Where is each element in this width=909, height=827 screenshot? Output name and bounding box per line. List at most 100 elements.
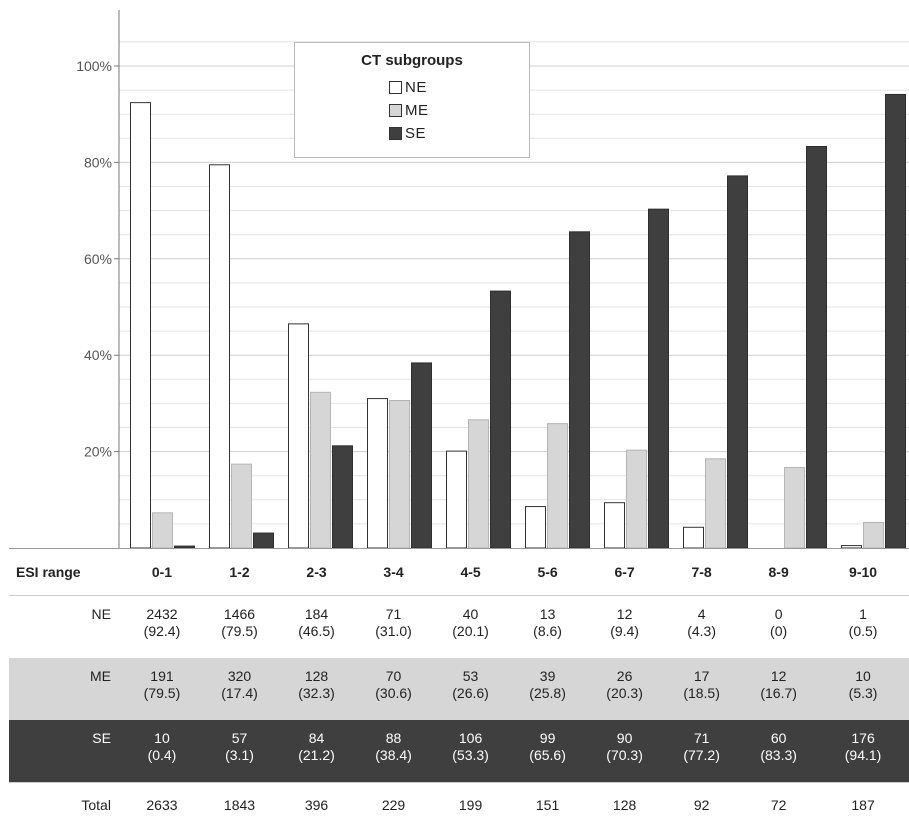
y-tick-label: 40% [84, 347, 112, 363]
cell-percent: (0.5) [817, 623, 909, 640]
cell-percent: (32.3) [278, 685, 355, 702]
y-tick-label: 80% [84, 154, 112, 170]
cell-count: 176 [817, 730, 909, 747]
cell-percent: (70.3) [586, 747, 663, 764]
total-cell: 187 [817, 783, 909, 827]
cell-count: 184 [278, 606, 355, 623]
table-cell: 40(20.1) [432, 596, 509, 659]
table-header-row: ESI range 0-1 1-2 2-3 3-4 4-5 5-6 6-7 7-… [9, 549, 909, 596]
row-label: ME [9, 658, 123, 720]
legend-swatch-me [389, 104, 402, 117]
row-label: NE [9, 596, 123, 659]
table-cell: 2432(92.4) [123, 596, 201, 659]
cell-percent: (5.3) [817, 685, 909, 702]
row-label: Total [9, 783, 123, 827]
cell-count: 71 [355, 606, 432, 623]
bar-me-1-2 [232, 464, 252, 548]
cell-percent: (65.6) [509, 747, 586, 764]
chart: 20%40%60%80%100% CT subgroups NE ME SE [0, 0, 909, 549]
cell-percent: (16.7) [740, 685, 817, 702]
cell-percent: (20.1) [432, 623, 509, 640]
total-cell: 1843 [201, 783, 278, 827]
bar-ne-2-3 [289, 324, 309, 548]
bar-ne-5-6 [526, 507, 546, 548]
cell-count: 10 [817, 668, 909, 685]
cell-count: 12 [740, 668, 817, 685]
table-cell: 1466(79.5) [201, 596, 278, 659]
cell-percent: (9.4) [586, 623, 663, 640]
table-cell: 12(9.4) [586, 596, 663, 659]
bar-ne-4-5 [447, 451, 467, 548]
column-header: 2-3 [278, 549, 355, 596]
column-header: 8-9 [740, 549, 817, 596]
total-cell: 199 [432, 783, 509, 827]
legend-label-se: SE [405, 125, 426, 143]
table-cell: 4(4.3) [663, 596, 740, 659]
bar-se-7-8 [728, 176, 748, 548]
bar-me-2-3 [311, 392, 331, 548]
total-cell: 72 [740, 783, 817, 827]
total-cell: 2633 [123, 783, 201, 827]
column-header: 4-5 [432, 549, 509, 596]
table-cell: 17(18.5) [663, 658, 740, 720]
cell-percent: (3.1) [201, 747, 278, 764]
cell-count: 88 [355, 730, 432, 747]
column-header: 0-1 [123, 549, 201, 596]
bar-se-1-2 [254, 533, 274, 548]
cell-percent: (53.3) [432, 747, 509, 764]
y-tick-label: 100% [76, 58, 112, 74]
cell-percent: (17.4) [201, 685, 278, 702]
cell-count: 191 [123, 668, 201, 685]
table-cell: 53(26.6) [432, 658, 509, 720]
bar-me-5-6 [548, 424, 568, 548]
table-cell: 0(0) [740, 596, 817, 659]
cell-count: 70 [355, 668, 432, 685]
cell-percent: (0) [740, 623, 817, 640]
table-cell: 12(16.7) [740, 658, 817, 720]
cell-percent: (21.2) [278, 747, 355, 764]
cell-percent: (0.4) [123, 747, 201, 764]
y-tick-label: 20% [84, 444, 112, 460]
table-row-se: SE 10(0.4) 57(3.1) 84(21.2) 88(38.4) 106… [9, 720, 909, 783]
data-table: ESI range 0-1 1-2 2-3 3-4 4-5 5-6 6-7 7-… [9, 548, 909, 827]
cell-count: 90 [586, 730, 663, 747]
total-cell: 396 [278, 783, 355, 827]
table-cell: 71(77.2) [663, 720, 740, 783]
bar-se-6-7 [649, 209, 669, 548]
table-row-me: ME 191(79.5) 320(17.4) 128(32.3) 70(30.6… [9, 658, 909, 720]
bar-me-6-7 [627, 450, 647, 548]
cell-count: 10 [123, 730, 201, 747]
legend-label-me: ME [405, 102, 429, 120]
cell-count: 1466 [201, 606, 278, 623]
cell-percent: (4.3) [663, 623, 740, 640]
column-header: 3-4 [355, 549, 432, 596]
column-header: 5-6 [509, 549, 586, 596]
cell-count: 40 [432, 606, 509, 623]
bar-me-7-8 [706, 459, 726, 548]
bar-ne-0-1 [131, 103, 151, 548]
table-cell: 60(83.3) [740, 720, 817, 783]
table-header-label: ESI range [9, 549, 123, 596]
cell-count: 26 [586, 668, 663, 685]
table-cell: 84(21.2) [278, 720, 355, 783]
bar-se-3-4 [412, 363, 432, 548]
column-header: 1-2 [201, 549, 278, 596]
bar-se-9-10 [886, 94, 906, 548]
bar-me-0-1 [153, 513, 173, 548]
cell-percent: (8.6) [509, 623, 586, 640]
cell-count: 2432 [123, 606, 201, 623]
cell-count: 106 [432, 730, 509, 747]
table-cell: 99(65.6) [509, 720, 586, 783]
cell-count: 99 [509, 730, 586, 747]
table-cell: 70(30.6) [355, 658, 432, 720]
cell-count: 13 [509, 606, 586, 623]
table-row-total: Total 2633 1843 396 229 199 151 128 92 7… [9, 783, 909, 827]
cell-percent: (26.6) [432, 685, 509, 702]
cell-percent: (79.5) [201, 623, 278, 640]
bar-me-4-5 [469, 420, 489, 548]
bar-ne-6-7 [605, 503, 625, 548]
cell-percent: (30.6) [355, 685, 432, 702]
cell-percent: (18.5) [663, 685, 740, 702]
table-cell: 191(79.5) [123, 658, 201, 720]
table-cell: 57(3.1) [201, 720, 278, 783]
